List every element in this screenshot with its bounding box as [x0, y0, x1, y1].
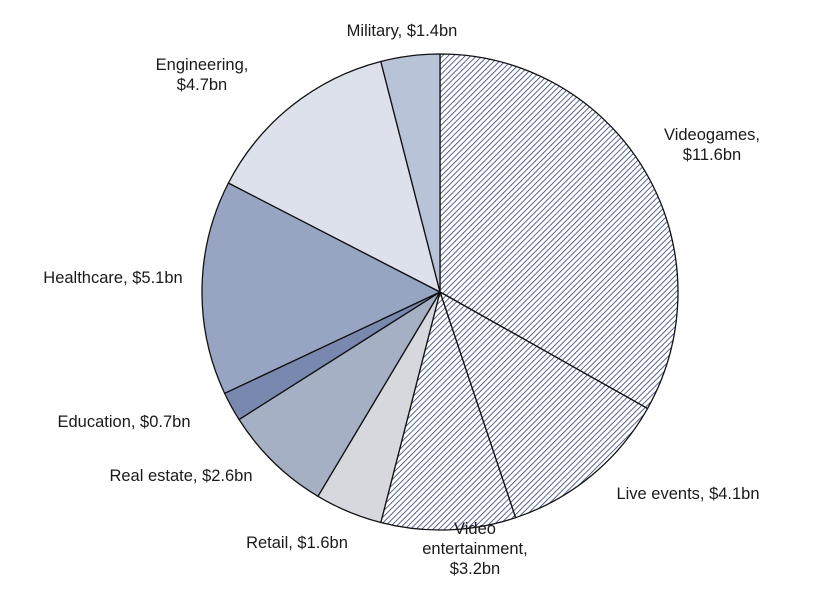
slice-label-line: Video — [454, 520, 496, 538]
slice-label-line: $4.7bn — [177, 76, 227, 94]
pie-slice — [439, 53, 679, 410]
slice-label-line: $11.6bn — [683, 146, 741, 164]
slice-label: Military, $1.4bn — [347, 22, 458, 40]
slice-label: Videogames, $11.6bn — [664, 126, 760, 164]
slices-layer — [201, 53, 679, 531]
slice-label: Healthcare, $5.1bn — [43, 269, 182, 287]
slice-label: Retail, $1.6bn — [246, 534, 348, 552]
pie-slice — [380, 53, 441, 293]
slice-label-line: Education, $0.7bn — [57, 413, 190, 431]
pie-slice — [238, 291, 441, 497]
slice-label-line: entertainment, — [422, 540, 527, 558]
pie-slice — [227, 60, 441, 293]
pie-slice — [380, 291, 517, 531]
slice-label: Real estate, $2.6bn — [109, 467, 252, 485]
slice-label: Live events, $4.1bn — [616, 485, 759, 503]
slice-label: Engineering, $4.7bn — [156, 56, 249, 94]
slice-label-line: Healthcare, $5.1bn — [43, 269, 182, 287]
slice-label-line: Real estate, $2.6bn — [109, 467, 252, 485]
slice-label-line: Live events, $4.1bn — [616, 485, 759, 503]
labels-layer: Videogames, $11.6bn Live events, $4.1bn Vid… — [43, 22, 760, 578]
slice-label-line: Engineering, — [156, 56, 249, 74]
pie-slice — [439, 291, 649, 519]
pie-slice — [201, 182, 441, 394]
slice-label-line: $3.2bn — [450, 560, 500, 578]
slice-label: Education, $0.7bn — [57, 413, 190, 431]
slice-label-line: Retail, $1.6bn — [246, 534, 348, 552]
slice-label-line: Military, $1.4bn — [347, 22, 458, 40]
slice-label-line: Videogames, — [664, 126, 760, 144]
slice-label: Video entertainment, $3.2bn — [422, 520, 527, 578]
